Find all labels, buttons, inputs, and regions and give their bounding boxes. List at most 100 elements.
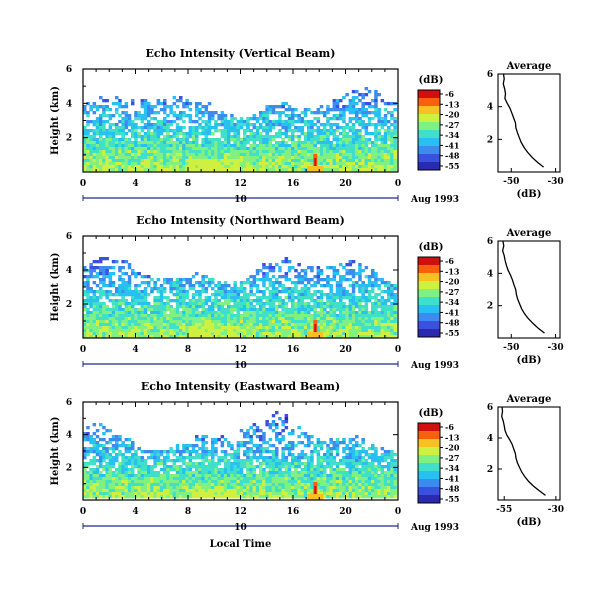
- heatmap-cell: [179, 162, 183, 166]
- heatmap-cell: [86, 141, 90, 145]
- heatmap-cell: [185, 138, 189, 142]
- heatmap-cell: [83, 317, 87, 321]
- heatmap-cell: [121, 147, 125, 151]
- heatmap-cell: [134, 129, 138, 133]
- heatmap-cell: [150, 126, 154, 130]
- heatmap-cell: [230, 326, 234, 330]
- heatmap-cell: [319, 317, 324, 321]
- heatmap-cell: [105, 483, 109, 487]
- heatmap-cell: [153, 474, 157, 478]
- heatmap-cell: [140, 335, 145, 339]
- heatmap-cell: [265, 420, 269, 424]
- heatmap-cell: [89, 326, 93, 330]
- heatmap-cell: [361, 93, 365, 97]
- heatmap-cell: [275, 311, 279, 315]
- heatmap-cell: [102, 284, 106, 288]
- heatmap-cell: [195, 468, 199, 472]
- heatmap-cell: [243, 302, 247, 306]
- heatmap-cell: [265, 423, 269, 427]
- heatmap-cell: [307, 317, 311, 321]
- heatmap-cell: [86, 308, 90, 312]
- heatmap-cell: [265, 144, 269, 148]
- heatmap-cell: [99, 153, 103, 157]
- heatmap-cell: [236, 447, 241, 451]
- heatmap-cell: [393, 305, 397, 309]
- heatmap-cell: [191, 275, 196, 279]
- heatmap-cell: [204, 317, 209, 321]
- heatmap-cell: [134, 111, 138, 115]
- heatmap-cell: [268, 474, 273, 478]
- heatmap-cell: [239, 335, 244, 339]
- heatmap-cell: [217, 489, 221, 493]
- heatmap-cell: [303, 278, 308, 282]
- heatmap-cell: [108, 165, 113, 169]
- heatmap-cell: [287, 293, 292, 297]
- heatmap-cell: [239, 123, 244, 127]
- heatmap-cell: [371, 320, 375, 324]
- heatmap-cell: [220, 335, 225, 339]
- heatmap-cell: [166, 486, 170, 490]
- heatmap-cell: [195, 111, 199, 115]
- heatmap-cell: [182, 483, 186, 487]
- heatmap-cell: [380, 320, 385, 324]
- heatmap-cell: [108, 123, 113, 127]
- heatmap-cell: [361, 329, 365, 333]
- heatmap-cell: [348, 302, 353, 306]
- heatmap-cell: [377, 144, 381, 148]
- heatmap-cell: [268, 168, 273, 172]
- heatmap-cell: [134, 132, 138, 136]
- heatmap-cell: [83, 159, 87, 163]
- heatmap-cell: [271, 302, 276, 306]
- heatmap-cell: [259, 438, 263, 442]
- colorbar-segment: [418, 114, 440, 123]
- heatmap-cell: [374, 90, 378, 94]
- heatmap-cell: [297, 159, 301, 163]
- heatmap-cell: [99, 266, 103, 270]
- heatmap-cell: [233, 450, 237, 454]
- heatmap-cell: [361, 314, 365, 318]
- heatmap-cell: [230, 296, 234, 300]
- heatmap-cell: [239, 480, 244, 484]
- heatmap-cell: [223, 129, 228, 133]
- heatmap-cell: [227, 471, 231, 475]
- heatmap-cell: [307, 162, 311, 166]
- heatmap-cell: [345, 290, 349, 294]
- heatmap-cell: [195, 168, 199, 172]
- heatmap-cell: [291, 308, 295, 312]
- heatmap-cell: [319, 105, 324, 109]
- heatmap-cell: [348, 129, 353, 133]
- heatmap-cell: [262, 305, 266, 309]
- heatmap-cell: [166, 132, 170, 136]
- heatmap-cell: [300, 299, 305, 303]
- heatmap-cell: [211, 311, 215, 315]
- heatmap-cell: [243, 477, 247, 481]
- heatmap-cell: [95, 159, 100, 163]
- heatmap-cell: [121, 456, 125, 460]
- heatmap-cell: [361, 290, 365, 294]
- heatmap-cell: [342, 275, 346, 279]
- heatmap-cell: [300, 132, 305, 136]
- heatmap-cell: [102, 332, 106, 336]
- heatmap-cell: [118, 290, 122, 294]
- heatmap-cell: [246, 135, 250, 139]
- heatmap-cell: [83, 126, 87, 130]
- heatmap-cell: [198, 156, 202, 160]
- heatmap-cell: [294, 323, 298, 327]
- heatmap-cell: [275, 335, 279, 339]
- heatmap-cell: [262, 489, 266, 493]
- heatmap-cell: [300, 320, 305, 324]
- heatmap-cell: [169, 290, 173, 294]
- heatmap-cell: [262, 144, 266, 148]
- heatmap-cell: [118, 332, 122, 336]
- heatmap-cell: [121, 135, 125, 139]
- heatmap-cell: [236, 126, 241, 130]
- heatmap-cell: [111, 477, 116, 481]
- heatmap-cell: [108, 156, 113, 160]
- heatmap-cell: [227, 326, 231, 330]
- heatmap-cell: [268, 299, 273, 303]
- heatmap-cell: [147, 495, 151, 499]
- heatmap-cell: [307, 281, 311, 285]
- heatmap-cell: [134, 314, 138, 318]
- heatmap-cell: [140, 299, 145, 303]
- heatmap-cell: [182, 450, 186, 454]
